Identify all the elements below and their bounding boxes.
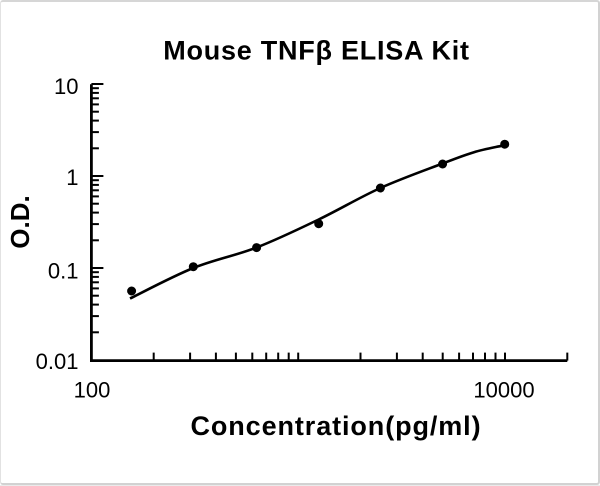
svg-text:Concentration(pg/ml): Concentration(pg/ml) [191,411,482,441]
svg-text:Mouse TNFβ ELISA Kit: Mouse TNFβ ELISA Kit [163,36,469,66]
svg-text:10: 10 [54,74,78,99]
svg-text:0.01: 0.01 [36,349,79,374]
svg-text:1: 1 [66,165,78,190]
svg-text:O.D.: O.D. [5,195,35,248]
svg-text:0.1: 0.1 [48,259,79,284]
svg-text:10000: 10000 [473,377,534,402]
svg-text:100: 100 [74,377,111,402]
